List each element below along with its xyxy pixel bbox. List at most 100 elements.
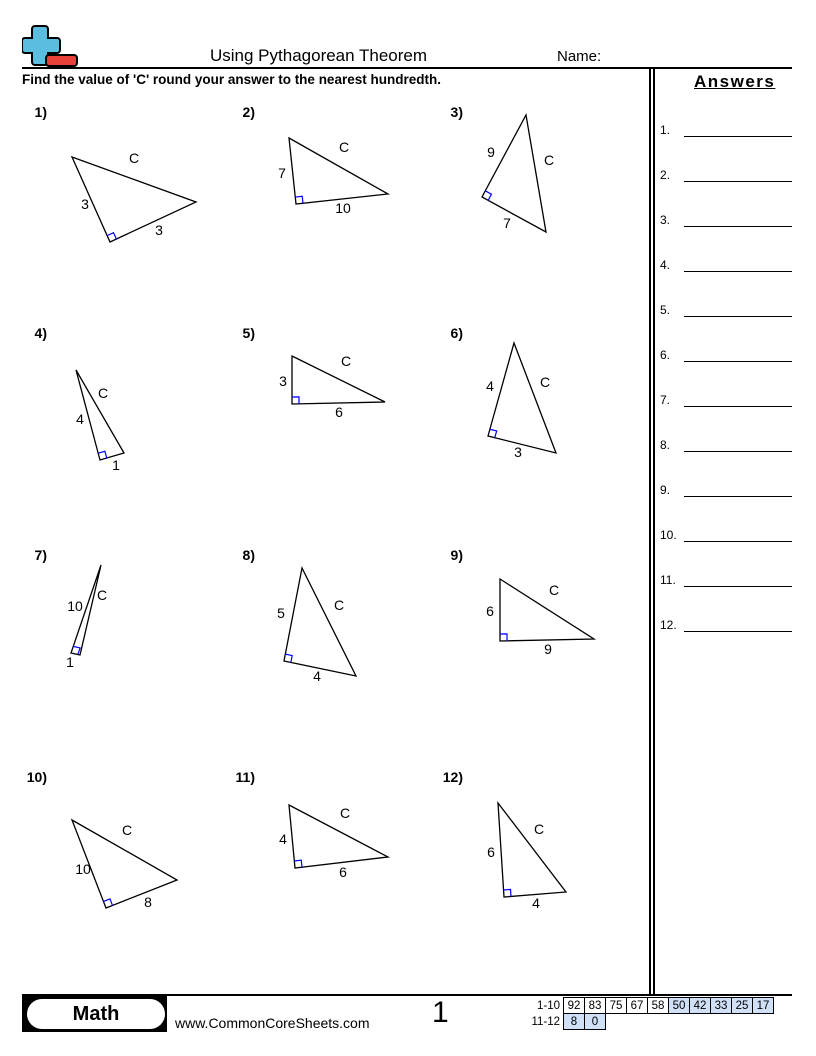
problem-number: 1) [34, 104, 47, 120]
side-label: C [96, 587, 108, 603]
answer-row: 4. [660, 258, 792, 278]
score-cell: 42 [689, 997, 711, 1014]
answers-title: Answers [694, 72, 776, 91]
right-angle-marker [103, 898, 114, 906]
answer-blank[interactable] [684, 496, 792, 497]
right-angle-marker [106, 231, 117, 240]
side-label: 4 [76, 411, 84, 427]
side-label: 5 [277, 605, 285, 621]
right-angle-marker [285, 653, 293, 663]
answer-number: 7. [660, 393, 671, 407]
triangle [70, 564, 102, 656]
triangle [499, 577, 597, 642]
score-cell: 25 [731, 997, 753, 1014]
answer-row: 9. [660, 483, 792, 503]
answer-blank[interactable] [684, 631, 792, 632]
score-row-label: 1-10 [536, 999, 560, 1012]
side-label: 9 [487, 144, 495, 160]
answer-number: 6. [660, 348, 671, 362]
side-label: 6 [335, 404, 343, 420]
right-angle-marker [98, 450, 108, 459]
side-label: C [97, 385, 109, 401]
side-label: 3 [279, 373, 287, 389]
answer-number: 11. [660, 573, 676, 587]
side-label: 10 [75, 861, 91, 877]
answer-row: 2. [660, 168, 792, 188]
problem-number: 12) [442, 769, 463, 785]
triangle [70, 818, 179, 909]
answer-number: 9. [660, 483, 671, 497]
answer-blank[interactable] [684, 406, 792, 407]
answer-number: 12. [660, 618, 677, 632]
answer-blank[interactable] [684, 226, 792, 227]
problem-number: 5) [242, 325, 255, 341]
answer-number: 3. [660, 213, 671, 227]
triangle [497, 800, 568, 898]
right-angle-marker [499, 633, 508, 641]
side-label: 4 [313, 668, 321, 684]
answer-blank[interactable] [684, 136, 792, 137]
answer-row: 3. [660, 213, 792, 233]
side-label: 6 [486, 603, 494, 619]
side-label: 4 [532, 895, 540, 911]
score-cell: 92 [563, 997, 585, 1014]
side-label: 4 [279, 831, 287, 847]
column-divider [653, 68, 655, 996]
answer-row: 7. [660, 393, 792, 413]
answer-blank[interactable] [684, 361, 792, 362]
page-number: 1 [432, 996, 449, 1029]
answer-row: 5. [660, 303, 792, 323]
answer-number: 10. [660, 528, 677, 542]
right-angle-marker [485, 190, 493, 201]
triangle [288, 803, 391, 869]
answer-blank[interactable] [684, 271, 792, 272]
answer-row: 8. [660, 438, 792, 458]
score-cell: 58 [647, 997, 669, 1014]
side-label: C [548, 582, 560, 598]
answer-blank[interactable] [684, 451, 792, 452]
side-label: C [539, 374, 551, 390]
problem-number: 8) [242, 547, 255, 563]
answer-number: 4. [660, 258, 671, 272]
side-label: 7 [278, 165, 286, 181]
side-label: 1 [66, 654, 74, 670]
problem-number: 2) [242, 104, 255, 120]
side-label: 1 [112, 457, 120, 473]
side-label: 10 [335, 200, 351, 216]
side-label: C [338, 139, 350, 155]
answer-blank[interactable] [684, 316, 792, 317]
score-cell: 0 [584, 1013, 606, 1030]
instructions: Find the value of 'C' round your answer … [22, 72, 441, 87]
problem-number: 4) [34, 325, 47, 341]
triangle [291, 354, 386, 405]
answer-blank[interactable] [684, 586, 792, 587]
answer-row: 11. [660, 573, 792, 593]
score-row: 1-10 92 83 75 67 58 50 42 33 25 17 [528, 997, 774, 1014]
problem-number: 6) [450, 325, 463, 341]
subject-label: Math [27, 999, 165, 1029]
side-label: 3 [514, 444, 522, 460]
triangle [487, 340, 558, 454]
triangle [288, 136, 391, 205]
triangle [75, 369, 125, 461]
column-divider [649, 68, 651, 996]
answer-blank[interactable] [684, 541, 792, 542]
side-label: C [533, 821, 545, 837]
side-label: C [121, 822, 133, 838]
side-label: C [128, 150, 140, 166]
side-label: C [543, 152, 555, 168]
score-cell: 17 [752, 997, 774, 1014]
problem-number: 11) [235, 769, 255, 785]
answer-blank[interactable] [684, 181, 792, 182]
side-label: 6 [487, 844, 495, 860]
website-link[interactable]: www.CommonCoreSheets.com [175, 1015, 370, 1031]
answer-row: 12. [660, 618, 792, 638]
side-label: 4 [486, 378, 494, 394]
problem-number: 10) [26, 769, 47, 785]
answer-number: 5. [660, 303, 671, 317]
answer-row: 6. [660, 348, 792, 368]
side-label: 3 [155, 222, 163, 238]
